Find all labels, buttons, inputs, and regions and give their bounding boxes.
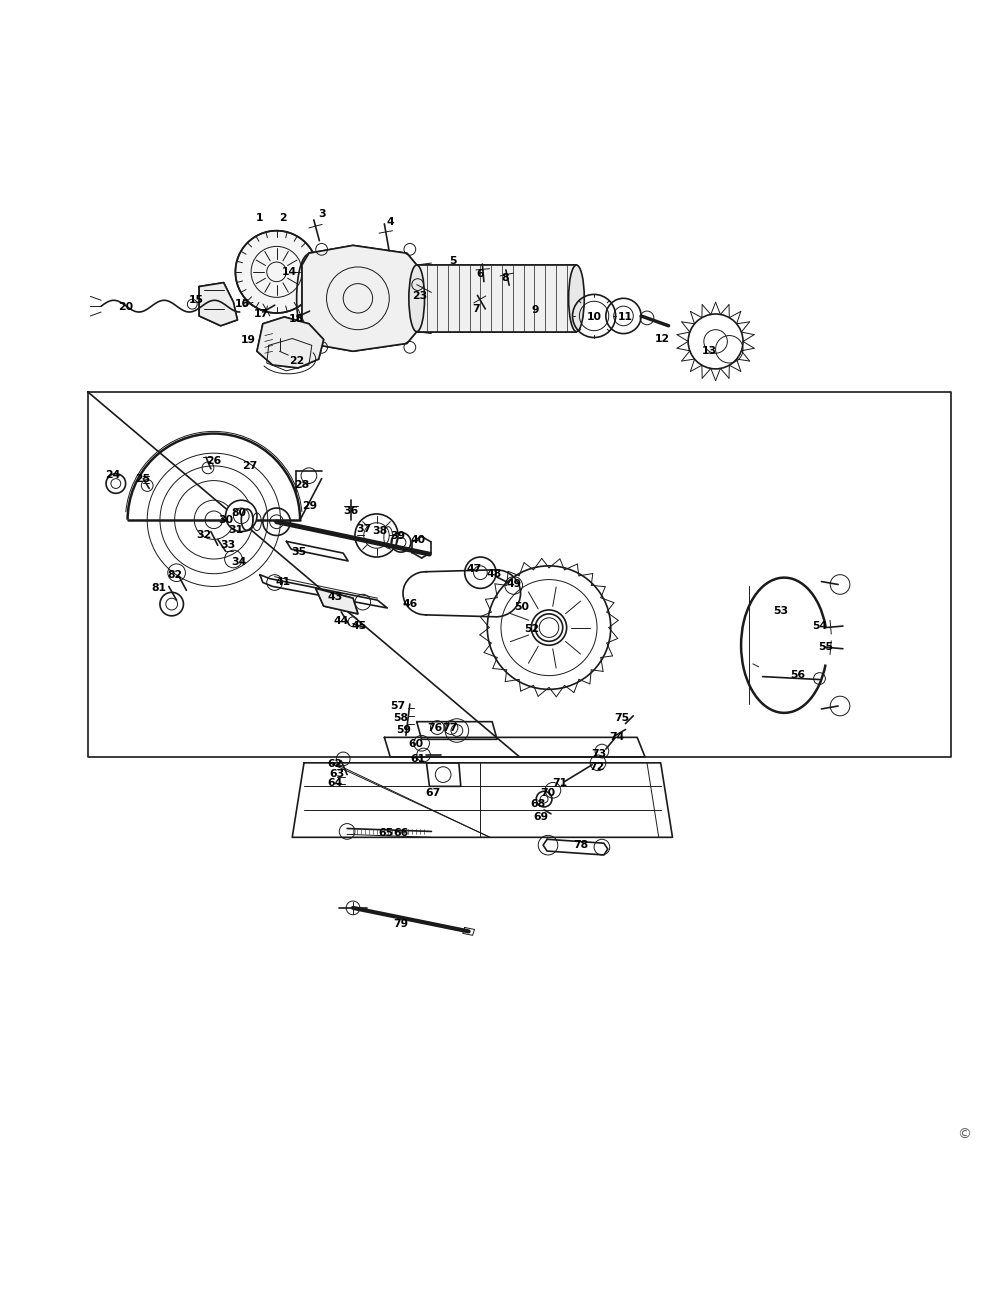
- Text: 30: 30: [218, 515, 233, 524]
- Text: 7: 7: [473, 304, 480, 314]
- Text: 73: 73: [591, 749, 607, 759]
- Text: 68: 68: [531, 799, 546, 809]
- Text: 38: 38: [372, 526, 387, 536]
- Ellipse shape: [569, 265, 584, 331]
- Text: 25: 25: [135, 473, 150, 484]
- Text: 56: 56: [790, 670, 805, 679]
- Text: 77: 77: [442, 723, 458, 733]
- Text: 4: 4: [386, 217, 394, 227]
- Text: 8: 8: [501, 273, 509, 283]
- Ellipse shape: [409, 265, 425, 331]
- Text: 19: 19: [241, 335, 256, 346]
- Text: 49: 49: [506, 579, 521, 590]
- Text: 46: 46: [402, 599, 417, 610]
- Text: 13: 13: [702, 347, 717, 356]
- Polygon shape: [417, 265, 576, 331]
- Text: 34: 34: [232, 557, 247, 566]
- Text: 24: 24: [105, 469, 121, 480]
- Text: 82: 82: [167, 570, 182, 579]
- Text: 55: 55: [818, 643, 833, 652]
- Text: 18: 18: [289, 314, 304, 323]
- Polygon shape: [257, 317, 324, 368]
- Text: 5: 5: [449, 256, 457, 265]
- Circle shape: [235, 231, 318, 313]
- Text: 40: 40: [410, 535, 425, 545]
- Text: 78: 78: [573, 840, 588, 850]
- Text: 17: 17: [253, 309, 268, 319]
- Text: 44: 44: [334, 616, 349, 625]
- Text: 9: 9: [532, 305, 539, 315]
- Text: 3: 3: [318, 209, 325, 219]
- Text: 39: 39: [391, 531, 406, 541]
- Polygon shape: [302, 246, 417, 351]
- Text: 48: 48: [487, 569, 502, 578]
- Text: 58: 58: [394, 712, 409, 723]
- Text: 53: 53: [773, 606, 788, 616]
- Text: 81: 81: [151, 583, 166, 594]
- Circle shape: [226, 501, 257, 532]
- Text: 61: 61: [410, 754, 425, 763]
- Text: 54: 54: [812, 620, 827, 631]
- Text: 31: 31: [228, 524, 243, 535]
- Text: 67: 67: [426, 788, 441, 798]
- Text: 28: 28: [294, 481, 310, 490]
- Text: 75: 75: [614, 712, 629, 723]
- Text: 20: 20: [118, 302, 133, 313]
- Text: 76: 76: [428, 723, 443, 733]
- Text: 10: 10: [587, 311, 602, 322]
- Text: 57: 57: [391, 700, 406, 711]
- Text: 60: 60: [408, 740, 423, 749]
- Text: 32: 32: [196, 531, 212, 540]
- Text: 27: 27: [242, 461, 258, 470]
- Text: 70: 70: [540, 788, 556, 798]
- Text: 41: 41: [276, 577, 291, 586]
- Text: 29: 29: [302, 501, 317, 511]
- Text: 47: 47: [467, 564, 482, 574]
- Text: 22: 22: [290, 356, 305, 367]
- Text: 69: 69: [534, 812, 549, 821]
- Polygon shape: [316, 589, 358, 614]
- Text: 2: 2: [279, 213, 286, 223]
- Text: 65: 65: [379, 828, 394, 838]
- Polygon shape: [199, 283, 237, 326]
- Text: ©: ©: [958, 1129, 971, 1142]
- Text: 62: 62: [328, 758, 343, 769]
- Text: 52: 52: [524, 624, 539, 633]
- Text: 26: 26: [206, 456, 221, 466]
- Text: 64: 64: [328, 778, 343, 788]
- Text: 71: 71: [552, 778, 567, 788]
- Text: 80: 80: [232, 509, 247, 518]
- Text: 33: 33: [220, 540, 235, 551]
- Text: 43: 43: [328, 593, 343, 602]
- Text: 45: 45: [351, 620, 366, 631]
- Text: 66: 66: [393, 828, 409, 838]
- Text: 79: 79: [393, 918, 409, 929]
- Text: 59: 59: [396, 724, 411, 735]
- Text: 72: 72: [589, 762, 605, 771]
- Text: 74: 74: [609, 732, 624, 742]
- Text: 50: 50: [514, 602, 529, 612]
- Text: 36: 36: [343, 506, 359, 516]
- Text: 1: 1: [256, 213, 264, 223]
- Text: 16: 16: [235, 300, 250, 309]
- Text: 63: 63: [330, 769, 345, 779]
- Text: 6: 6: [477, 269, 484, 279]
- Text: 35: 35: [292, 547, 307, 557]
- Text: 23: 23: [412, 292, 427, 301]
- Text: 14: 14: [282, 267, 297, 277]
- Text: 37: 37: [356, 523, 371, 533]
- Text: 15: 15: [189, 296, 204, 305]
- Text: 11: 11: [618, 311, 633, 322]
- Text: 12: 12: [655, 335, 670, 344]
